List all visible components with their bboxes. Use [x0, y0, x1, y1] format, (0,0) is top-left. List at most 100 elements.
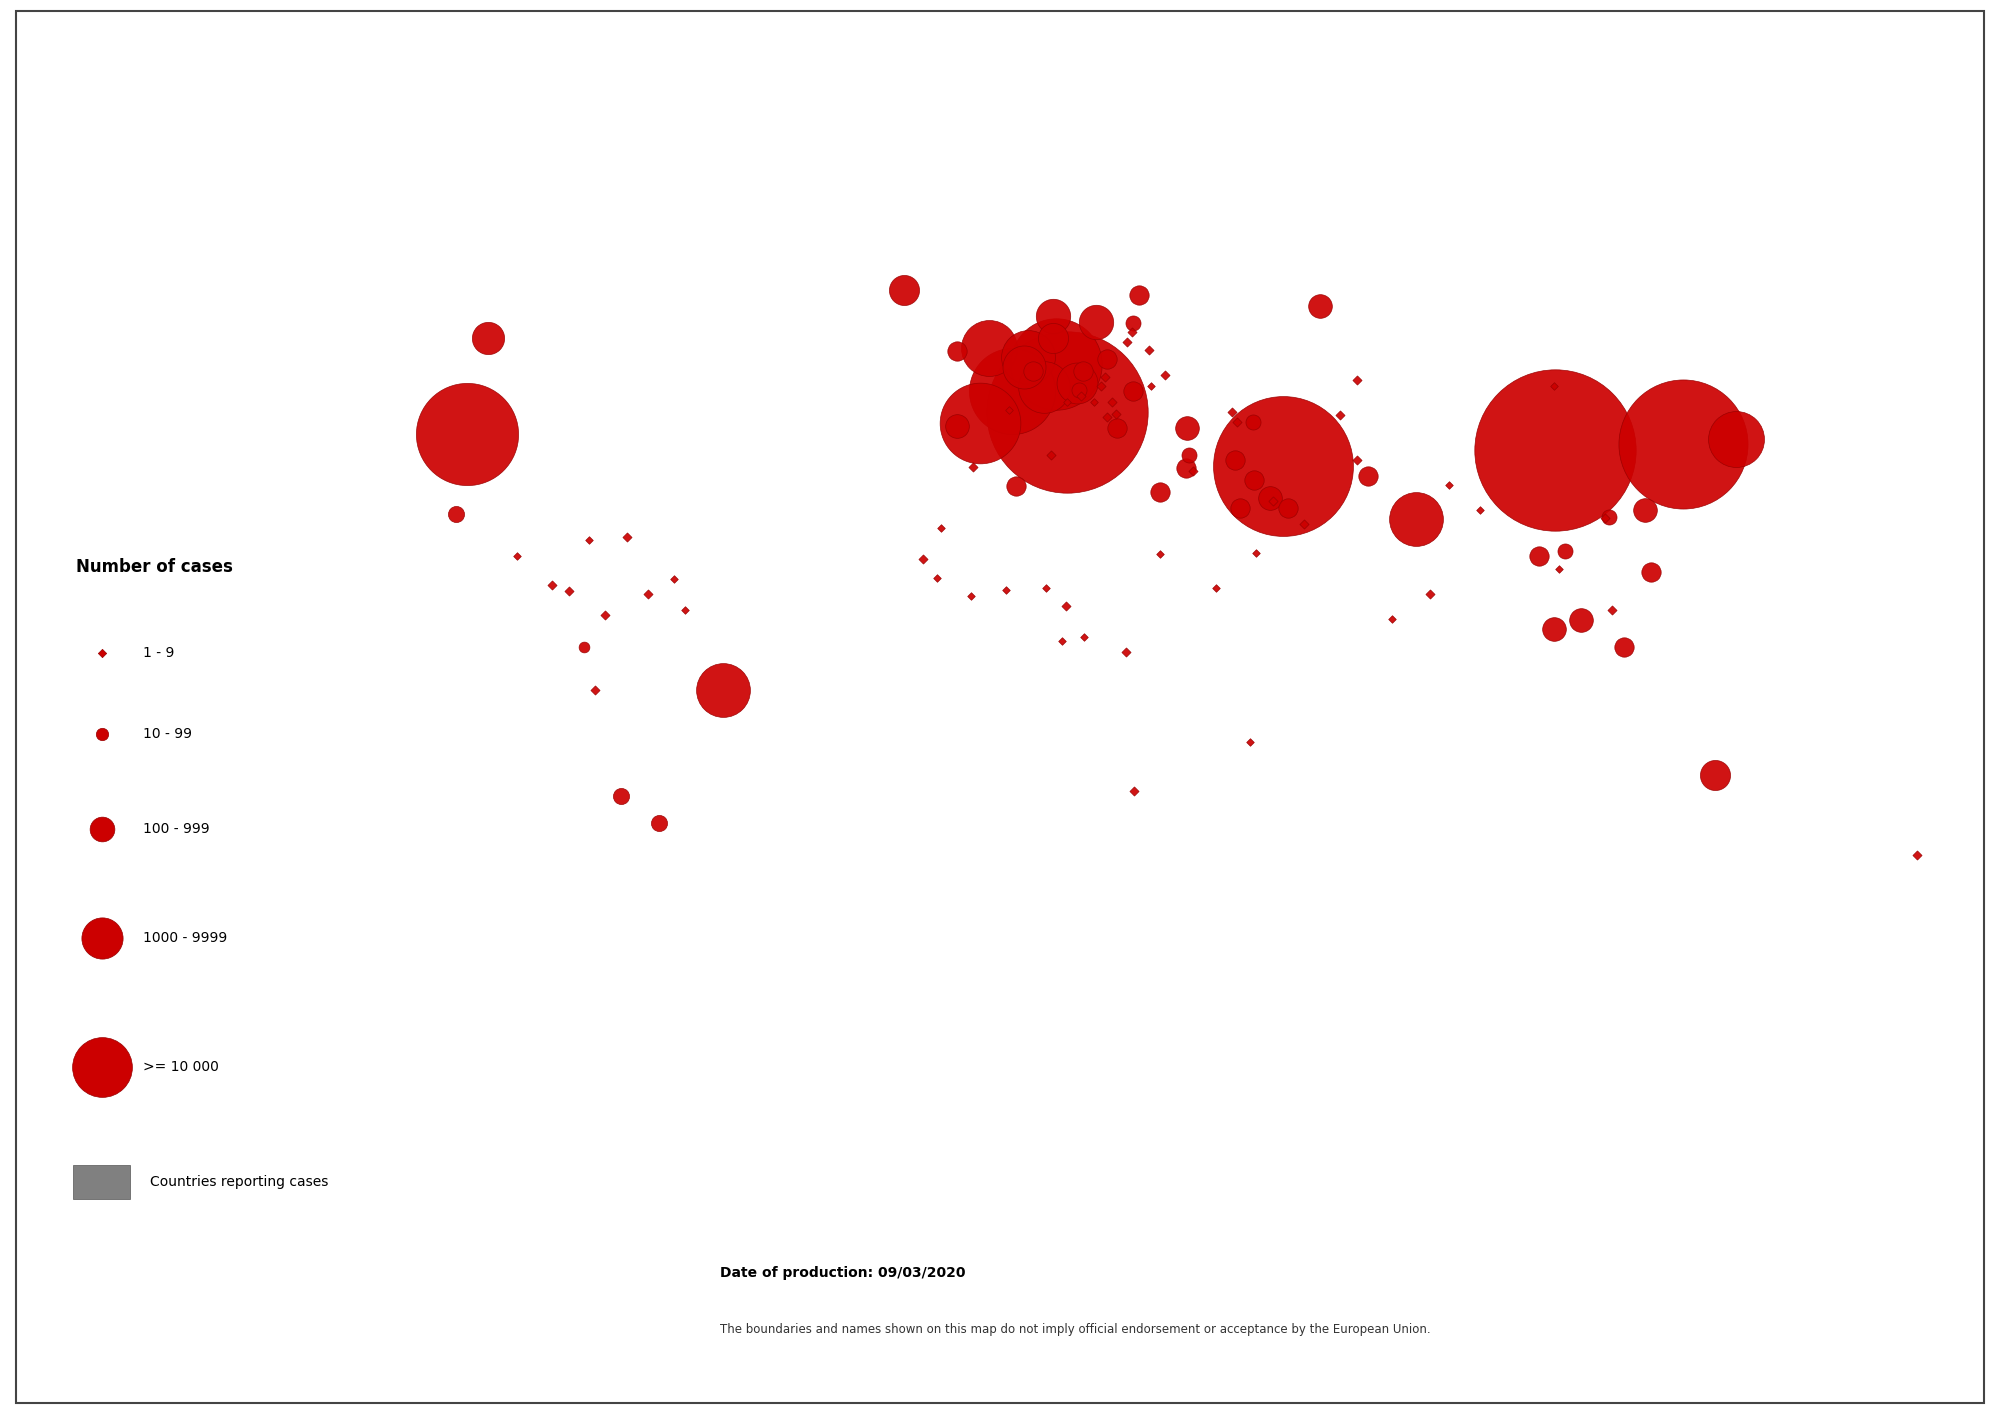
Point — [1258, 491, 1290, 513]
Point — [1028, 375, 1060, 397]
Point — [1118, 779, 1150, 802]
Point — [1090, 365, 1122, 387]
Point — [1272, 496, 1304, 519]
Point — [1342, 450, 1374, 472]
Point — [1038, 305, 1070, 328]
Point — [954, 585, 986, 608]
Point — [472, 327, 504, 349]
Point — [1288, 513, 1320, 536]
Point — [1538, 375, 1570, 397]
Point — [1050, 595, 1082, 618]
Point — [1030, 577, 1062, 600]
Point — [1240, 542, 1272, 564]
Point — [926, 516, 958, 539]
Point — [958, 455, 990, 478]
Point — [590, 604, 622, 626]
Point — [1046, 629, 1078, 652]
Point — [1352, 465, 1384, 488]
Point — [574, 529, 606, 551]
Point — [1016, 359, 1048, 382]
Point — [1902, 844, 1934, 867]
Point — [1254, 486, 1286, 509]
Point — [1376, 608, 1408, 631]
Point — [86, 723, 118, 745]
Point — [1012, 346, 1044, 369]
Point — [86, 1055, 118, 1077]
Point — [1414, 583, 1446, 605]
Point — [670, 598, 702, 621]
Point — [1136, 375, 1168, 397]
Point — [1118, 312, 1150, 335]
Point — [1222, 411, 1254, 434]
Point — [1224, 496, 1256, 519]
Point — [1200, 577, 1232, 600]
Point — [1008, 356, 1040, 379]
Point — [1144, 543, 1176, 566]
Point — [1634, 561, 1666, 584]
Point — [1034, 444, 1066, 467]
Text: 1000 - 9999: 1000 - 9999 — [144, 930, 228, 945]
Point — [1324, 404, 1356, 427]
Point — [1178, 460, 1210, 482]
Text: Date of production: 09/03/2020: Date of production: 09/03/2020 — [720, 1266, 966, 1280]
Text: Number of cases: Number of cases — [76, 557, 232, 575]
Point — [1340, 369, 1372, 392]
Point — [568, 636, 600, 659]
Point — [1174, 444, 1206, 467]
Point — [1080, 310, 1112, 332]
Point — [990, 580, 1022, 602]
Point — [1590, 508, 1622, 530]
Point — [1666, 433, 1698, 455]
Point — [1550, 540, 1582, 563]
Text: The boundaries and names shown on this map do not imply official endorsement or : The boundaries and names shown on this m… — [720, 1324, 1430, 1336]
Point — [642, 812, 674, 834]
Text: 1 - 9: 1 - 9 — [144, 646, 174, 660]
Text: 100 - 999: 100 - 999 — [144, 822, 210, 836]
Point — [1304, 294, 1336, 317]
Point — [1538, 618, 1570, 641]
Point — [1608, 636, 1640, 659]
FancyBboxPatch shape — [72, 1165, 130, 1199]
Point — [610, 525, 642, 547]
Point — [1086, 375, 1118, 397]
Point — [974, 337, 1006, 359]
Point — [1544, 557, 1576, 580]
Point — [1050, 390, 1082, 413]
Point — [1238, 411, 1270, 434]
Point — [1400, 508, 1432, 530]
Point — [578, 679, 610, 701]
Point — [1144, 481, 1176, 503]
Point — [922, 567, 954, 590]
Point — [450, 423, 482, 445]
Point — [1064, 379, 1096, 402]
Point — [1150, 363, 1182, 386]
Point — [1630, 499, 1662, 522]
Point — [1118, 380, 1150, 403]
Point — [1218, 450, 1250, 472]
Point — [1038, 327, 1070, 349]
Point — [1078, 390, 1110, 413]
Text: Countries reporting cases: Countries reporting cases — [150, 1175, 328, 1189]
Point — [1698, 764, 1730, 786]
Point — [1522, 544, 1554, 567]
Point — [1110, 641, 1142, 663]
Point — [86, 642, 118, 665]
Point — [1090, 406, 1122, 428]
Point — [606, 785, 638, 807]
Point — [1432, 474, 1464, 496]
Point — [1170, 457, 1202, 479]
Point — [888, 279, 920, 301]
Point — [440, 502, 472, 525]
Point — [1096, 390, 1128, 413]
Point — [1066, 385, 1098, 407]
Point — [1066, 359, 1098, 382]
Point — [964, 411, 996, 434]
Point — [1116, 321, 1148, 344]
Point — [1050, 402, 1082, 424]
Point — [1134, 338, 1166, 361]
Point — [706, 679, 738, 701]
Point — [906, 547, 938, 570]
Point — [1062, 372, 1094, 395]
FancyBboxPatch shape — [60, 537, 380, 1216]
Point — [1068, 626, 1100, 649]
